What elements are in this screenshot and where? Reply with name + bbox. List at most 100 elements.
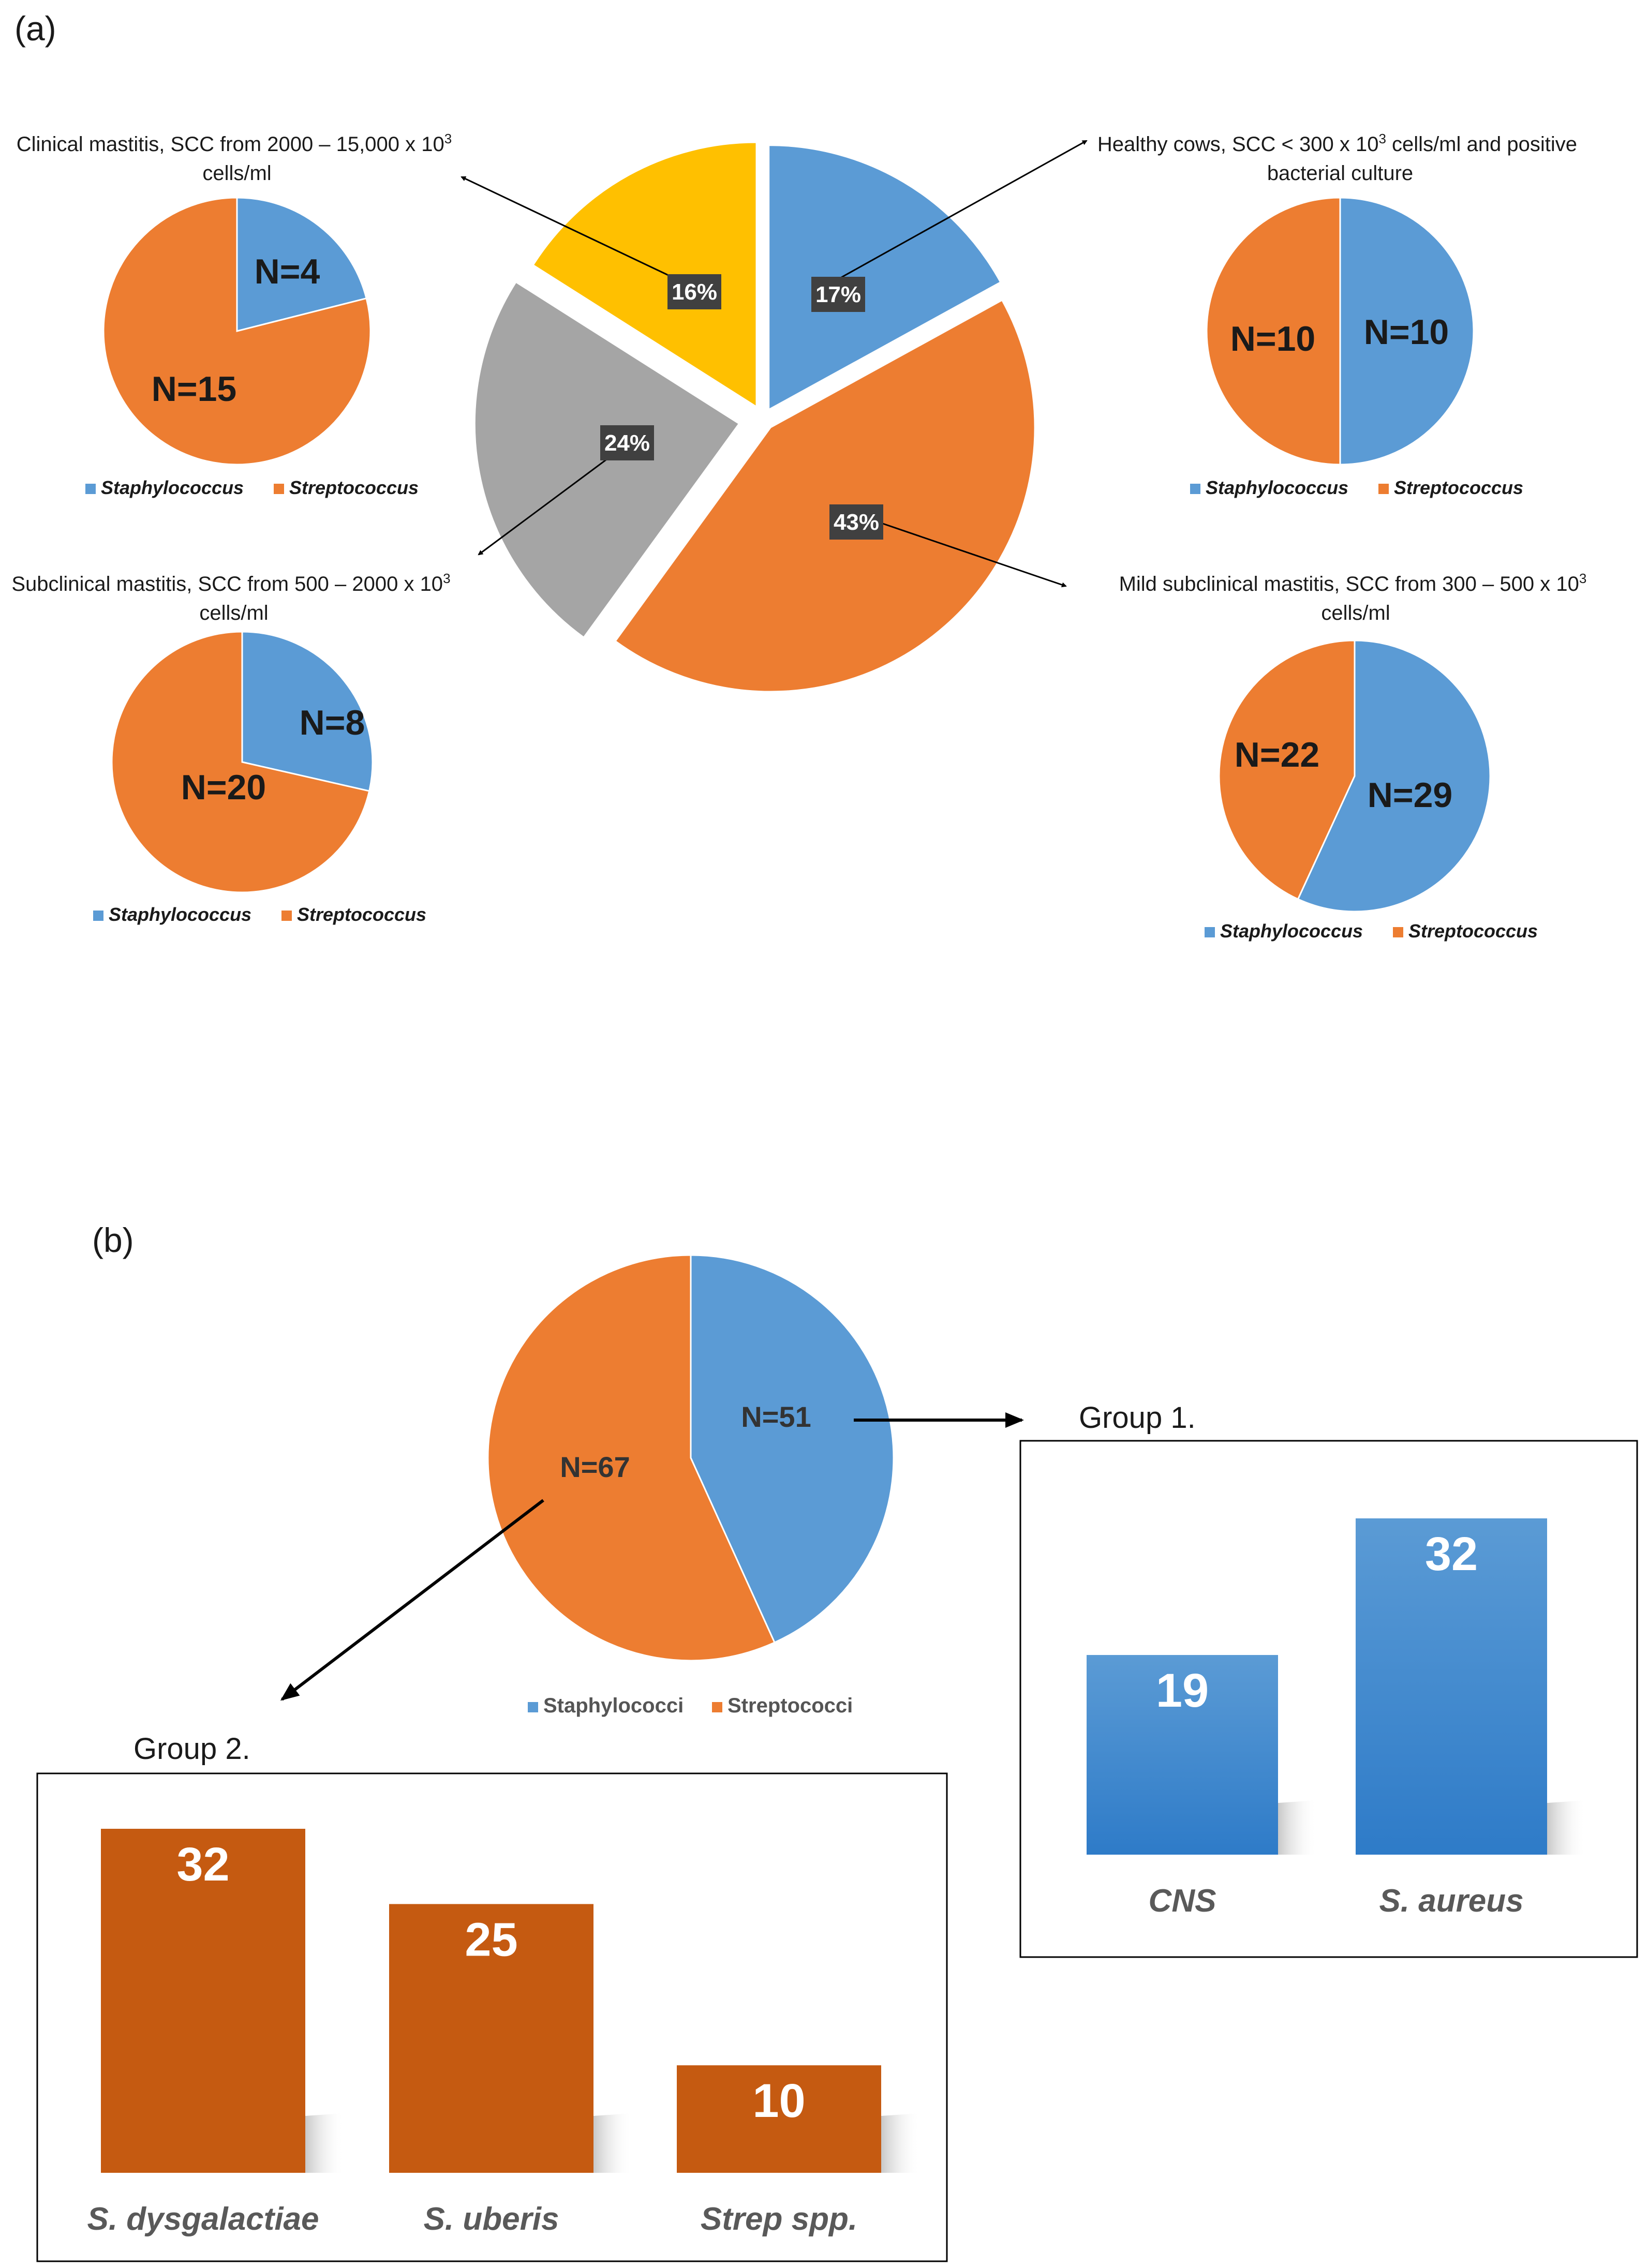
legend-swatch [1205, 927, 1215, 937]
legend-label: Streptococci [728, 1694, 853, 1717]
group2-title: Group 2. [133, 1732, 250, 1766]
arrow-to-group2 [280, 1499, 544, 1701]
slice-label-16: 16% [672, 279, 717, 305]
bar-shadow [1278, 1800, 1317, 1855]
mild-title: Mild subclinical mastitis, SCC from 300 … [1119, 571, 1593, 624]
pie-subclinical-label-staphylococcus: N=8 [300, 703, 365, 742]
pie-subclinical-slice-streptococcus [111, 631, 370, 893]
clinical-title: Clinical mastitis, SCC from 2000 – 15,00… [17, 131, 458, 185]
group1-title: Group 1. [1079, 1401, 1196, 1435]
subclinical-title-line2: cells/ml [199, 602, 268, 624]
overall-slice-1 [768, 145, 1001, 410]
bar-cns [1087, 1655, 1278, 1855]
healthy-title: Healthy cows, SCC < 300 x 103 cells/ml a… [1097, 131, 1583, 185]
mild-title-line2: cells/ml [1321, 602, 1390, 624]
pie-total-label-streptococci: N=67 [560, 1451, 630, 1483]
overall-slice-2 [615, 300, 1035, 692]
bar-value-label: 10 [752, 2075, 805, 2127]
bar-category-label: S. aureus [1379, 1883, 1523, 1919]
pie-clinical-legend: Staphylococcus Streptococcus [85, 477, 419, 498]
overall-pie [474, 142, 1035, 692]
bar-category-label: CNS [1149, 1883, 1216, 1919]
legend-label: Staphylococcus [109, 904, 251, 925]
pie-clinical-slice-streptococcus [102, 197, 372, 466]
clinical-title-line1: Clinical mastitis, SCC from 2000 – 15,00… [17, 131, 452, 156]
callout-line-clinical [461, 176, 694, 288]
legend-swatch [85, 484, 96, 494]
bar-shadow [305, 2113, 344, 2173]
pie-healthy-slice-staphylococcus [1339, 197, 1475, 466]
pie-total-legend: Staphylococci Streptococci [528, 1694, 853, 1717]
legend-label: Streptococcus [297, 904, 426, 925]
bar-strep-spp- [677, 2065, 881, 2173]
slice-label-24: 24% [604, 430, 650, 456]
panel-a-label: (a) [14, 9, 56, 48]
pie-clinical-slice-staphylococcus [236, 197, 367, 332]
overall-slice-labels: 17% 16% 24% 43% [600, 274, 883, 540]
bar-category-label: S. dysgalactiae [87, 2201, 319, 2237]
bar-value-label: 19 [1156, 1664, 1209, 1717]
bar-category-label: Strep spp. [701, 2201, 857, 2237]
group2-box [36, 1772, 948, 2262]
mild-title-line1: Mild subclinical mastitis, SCC from 300 … [1119, 571, 1587, 595]
legend-label: Staphylococci [543, 1694, 684, 1717]
pie-healthy: N=10 N=10 Staphylococcus Streptococcus [1190, 197, 1523, 498]
pie-mild-slice-streptococcus [1218, 639, 1356, 901]
healthy-title-line1: Healthy cows, SCC < 300 x 103 cells/ml a… [1097, 131, 1577, 156]
subclinical-title-line1: Subclinical mastitis, SCC from 500 – 200… [11, 571, 450, 595]
pie-mild-label-staphylococcus: N=29 [1368, 775, 1452, 815]
pie-subclinical: N=8 N=20 Staphylococcus Streptococcus [93, 631, 426, 925]
slice-label-43: 43% [834, 510, 879, 535]
bar-value-label: 25 [465, 1913, 517, 1966]
pie-subclinical-label-streptococcus: N=20 [181, 768, 266, 807]
legend-swatch [274, 484, 284, 494]
legend-label: Streptococcus [1394, 477, 1523, 498]
bar-s-dysgalactiae [101, 1829, 305, 2173]
callout-line-mild [879, 521, 1067, 588]
callout-line-subclinical [478, 444, 627, 556]
pie-total-label-staphylococci: N=51 [741, 1400, 811, 1433]
bar-shadow [881, 2113, 920, 2173]
pie-total-slice-streptococci [487, 1254, 776, 1662]
legend-swatch [1190, 484, 1200, 494]
callout-lines [461, 140, 1088, 588]
bar-value-label: 32 [1425, 1528, 1478, 1580]
legend-label: Streptococcus [1408, 920, 1538, 942]
group1-bars: 19 CNS 32 S. aureus [1087, 1518, 1586, 1919]
legend-label: Streptococcus [289, 477, 419, 498]
bar-category-label: S. uberis [424, 2201, 559, 2237]
subclinical-title: Subclinical mastitis, SCC from 500 – 200… [11, 571, 456, 624]
legend-swatch [712, 1702, 722, 1712]
bar-value-label: 32 [176, 1838, 229, 1891]
legend-swatch [528, 1702, 538, 1712]
pie-healthy-label-streptococcus: N=10 [1230, 319, 1315, 359]
legend-swatch [1378, 484, 1389, 494]
legend-label: Staphylococcus [101, 477, 244, 498]
legend-swatch [93, 911, 103, 921]
pie-clinical-label-streptococcus: N=15 [152, 369, 236, 409]
bar-s-uberis [389, 1904, 593, 2173]
bar-shadow [593, 2113, 632, 2173]
bar-s-aureus [1356, 1518, 1547, 1855]
pie-healthy-slice-streptococcus [1206, 197, 1341, 466]
pie-healthy-legend: Staphylococcus Streptococcus [1190, 477, 1523, 498]
healthy-title-line2: bacterial culture [1267, 162, 1413, 185]
panel-b-label: (b) [92, 1221, 134, 1259]
pie-total: N=51 N=67 Staphylococci Streptococci [487, 1254, 895, 1717]
legend-label: Staphylococcus [1220, 920, 1363, 942]
pie-clinical: N=4 N=15 Staphylococcus Streptococcus [85, 197, 419, 498]
pie-subclinical-legend: Staphylococcus Streptococcus [93, 904, 426, 925]
group2-bars: 32 S. dysgalactiae 25 S. uberis 10 Strep spp. [87, 1829, 920, 2237]
group1-box [1019, 1440, 1638, 1958]
pie-mild-slice-staphylococcus [1297, 639, 1491, 913]
clinical-title-line2: cells/ml [202, 162, 271, 185]
pie-healthy-label-staphylococcus: N=10 [1364, 312, 1449, 352]
pie-clinical-label-staphylococcus: N=4 [255, 252, 320, 291]
pie-subclinical-slice-staphylococcus [241, 631, 374, 792]
callout-line-healthy [833, 140, 1088, 283]
legend-label: Staphylococcus [1206, 477, 1348, 498]
overall-slice-4 [532, 142, 757, 408]
pie-total-slice-staphylococci [690, 1254, 895, 1644]
legend-swatch [1393, 927, 1403, 937]
